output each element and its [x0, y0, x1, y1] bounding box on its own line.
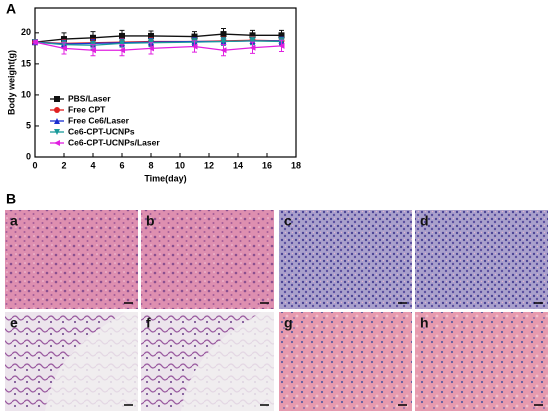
image-label: c [284, 213, 292, 229]
x-axis-label: Time(day) [144, 173, 186, 183]
x-tick-label: 18 [291, 160, 301, 170]
x-tick-label: 16 [262, 160, 272, 170]
legend-label: Free CPT [68, 104, 106, 114]
histology-panels: a b c d e f g h [5, 210, 548, 411]
x-tick-label: 6 [119, 160, 124, 170]
marker [32, 39, 38, 46]
marker [249, 32, 256, 39]
image-label: f [146, 315, 151, 331]
panel-label: B [6, 191, 16, 207]
image-label: a [10, 213, 18, 229]
y-tick-label: 10 [21, 89, 31, 99]
image-label: d [420, 213, 429, 229]
marker [249, 37, 256, 44]
histology-image [279, 210, 412, 309]
marker [249, 44, 256, 51]
y-tick-label: 0 [26, 151, 31, 161]
legend-label: Ce6-CPT-UCNPs/Laser [68, 137, 160, 147]
histology-image [279, 312, 412, 411]
legend-label: PBS/Laser [68, 93, 111, 103]
marker [220, 31, 227, 38]
y-tick-label: 20 [21, 27, 31, 37]
image-label: e [10, 315, 18, 331]
legend-label: Ce6-CPT-UCNPs [68, 126, 135, 136]
marker [54, 129, 60, 135]
x-tick-label: 14 [233, 160, 243, 170]
marker [119, 40, 125, 47]
marker [191, 33, 198, 40]
marker [61, 45, 67, 52]
x-tick-label: 10 [175, 160, 185, 170]
histology-image [415, 210, 548, 309]
plot-frame [34, 7, 297, 158]
x-tick-label: 0 [32, 160, 37, 170]
tissue-void [181, 312, 274, 411]
histology-image [141, 210, 274, 309]
marker [220, 47, 227, 54]
marker [148, 32, 154, 39]
marker [61, 36, 67, 43]
image-label: h [420, 315, 429, 331]
image-label: b [146, 213, 155, 229]
x-tick-label: 8 [148, 160, 153, 170]
tissue-void [45, 312, 138, 411]
image-label: g [284, 315, 293, 331]
marker [54, 118, 60, 124]
y-tick-label: 15 [21, 58, 31, 68]
histology-image [415, 312, 548, 411]
marker [90, 34, 96, 41]
y-axis-label: Body weight(g) [6, 50, 16, 115]
y-tick-label: 5 [26, 120, 31, 130]
marker [90, 47, 96, 54]
marker [54, 140, 60, 146]
marker [191, 43, 198, 50]
marker [278, 32, 285, 39]
x-tick-label: 2 [61, 160, 66, 170]
histology-image [5, 210, 138, 309]
marker [54, 107, 60, 113]
panel-label: A [6, 1, 16, 17]
marker [119, 32, 125, 39]
x-tick-label: 4 [90, 160, 95, 170]
marker [119, 47, 125, 54]
x-tick-label: 12 [204, 160, 214, 170]
marker [220, 38, 227, 45]
marker [54, 96, 60, 102]
marker [278, 42, 285, 49]
marker [148, 45, 154, 52]
legend-label: Free Ce6/Laser [68, 115, 130, 125]
